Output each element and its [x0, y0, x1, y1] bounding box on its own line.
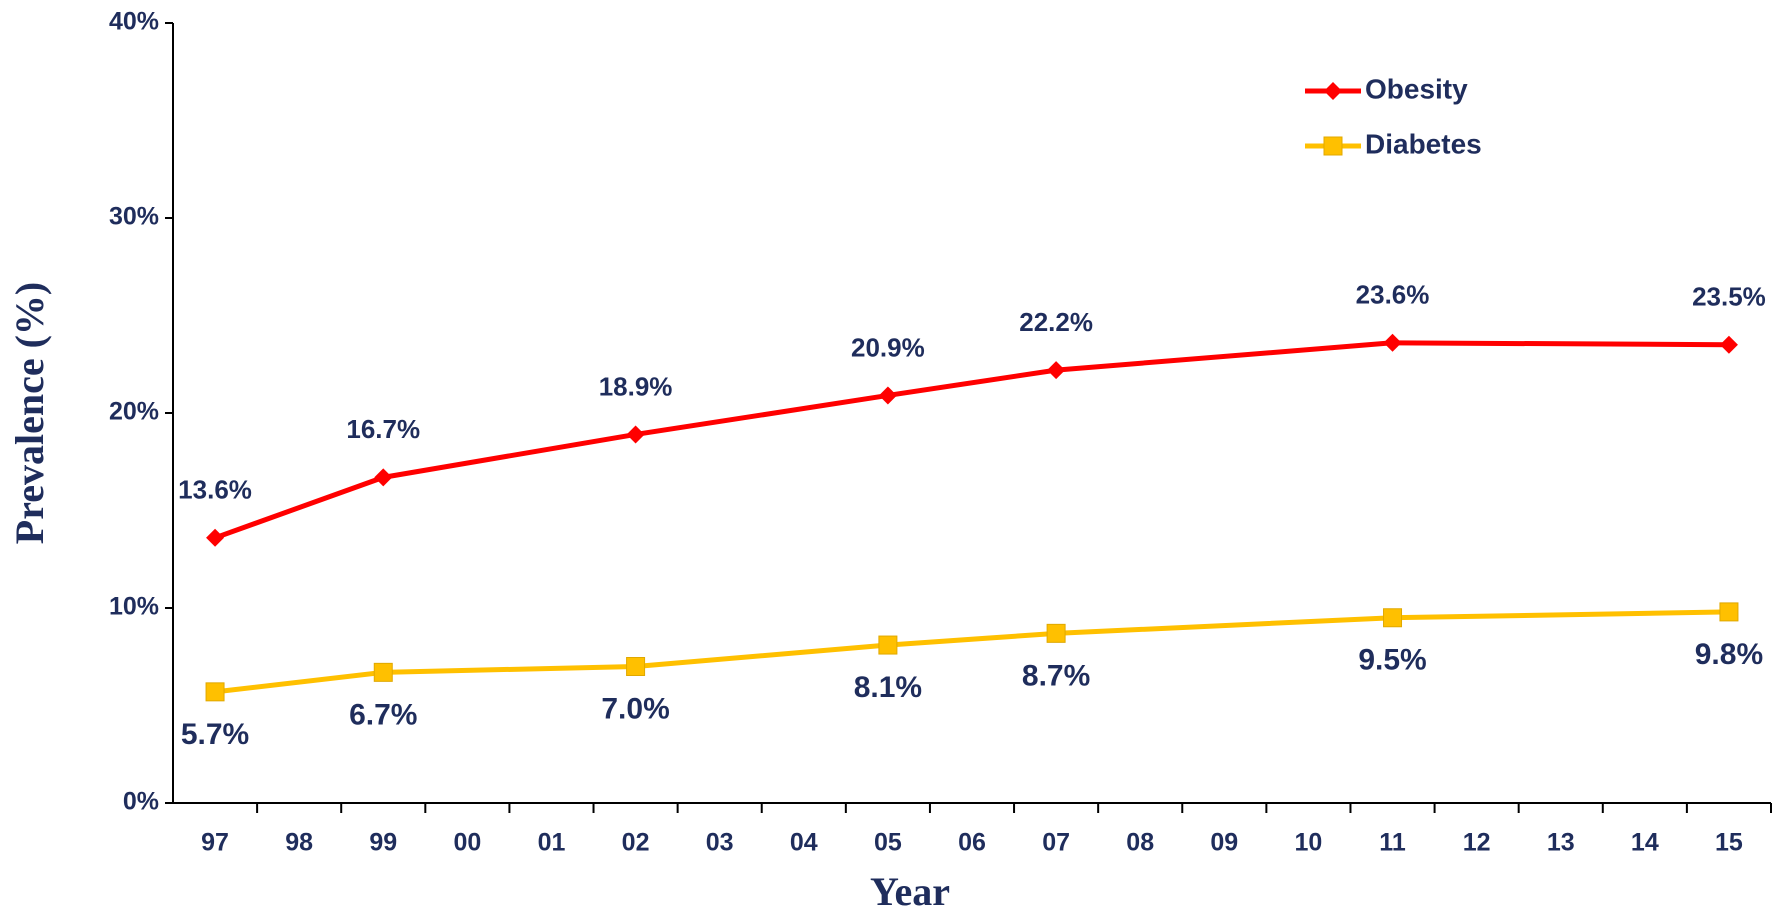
y-axis-title: Prevalence (%) [7, 282, 52, 544]
data-label: 5.7% [181, 718, 249, 751]
legend-label: Obesity [1365, 73, 1468, 104]
x-tick-label: 13 [1547, 829, 1575, 857]
legend-marker [1323, 136, 1343, 156]
series-line [214, 609, 1729, 695]
x-tick-label: 03 [706, 829, 734, 857]
y-tick-label: 40% [109, 8, 159, 36]
data-label: 6.7% [349, 698, 417, 731]
x-tick-label: 09 [1210, 829, 1238, 857]
data-label: 20.9% [851, 332, 925, 362]
data-point [1383, 333, 1402, 352]
data-label: 18.9% [599, 371, 673, 401]
data-point [626, 425, 645, 444]
x-tick-label: 14 [1631, 829, 1659, 857]
data-point [205, 682, 225, 702]
data-point [1046, 623, 1066, 643]
legend-label: Diabetes [1365, 128, 1482, 159]
data-label: 8.7% [1022, 659, 1090, 692]
data-point [878, 386, 897, 405]
data-label: 23.6% [1356, 280, 1430, 310]
x-tick-label: 10 [1295, 829, 1323, 857]
data-point [206, 528, 225, 547]
x-tick-label: 08 [1126, 829, 1154, 857]
x-tick-label: 05 [874, 829, 902, 857]
data-point [374, 468, 393, 487]
x-tick-label: 04 [790, 829, 818, 857]
legend-marker [1324, 82, 1342, 100]
data-point [373, 662, 393, 682]
data-label: 22.2% [1019, 307, 1093, 337]
x-tick-label: 07 [1042, 829, 1070, 857]
x-tick-label: 06 [958, 829, 986, 857]
y-tick-label: 10% [109, 593, 159, 621]
data-label: 23.5% [1692, 282, 1766, 312]
data-point [1719, 602, 1739, 622]
data-point [626, 657, 646, 676]
y-tick-label: 30% [109, 203, 159, 231]
x-tick-label: 01 [538, 829, 566, 857]
data-label: 9.5% [1358, 644, 1426, 677]
x-tick-label: 12 [1463, 829, 1491, 857]
x-tick-label: 15 [1715, 829, 1743, 857]
x-tick-label: 97 [201, 829, 229, 857]
x-tick-label: 00 [453, 829, 481, 857]
data-label: 9.8% [1695, 638, 1763, 671]
x-tick-label: 98 [285, 829, 313, 857]
data-point [878, 635, 898, 655]
y-tick-label: 0% [123, 788, 159, 816]
x-axis-title: Year [870, 869, 950, 914]
x-tick-label: 11 [1379, 829, 1406, 857]
data-label: 8.1% [854, 671, 922, 704]
y-tick-label: 20% [109, 398, 159, 426]
data-point [1719, 335, 1738, 354]
data-point [1383, 608, 1403, 628]
data-label: 13.6% [178, 475, 252, 505]
x-tick-label: 99 [369, 829, 397, 857]
data-point [1047, 361, 1066, 380]
data-label: 16.7% [346, 414, 420, 444]
x-tick-label: 02 [622, 829, 650, 857]
data-label: 7.0% [601, 692, 669, 725]
series-line [214, 340, 1729, 541]
